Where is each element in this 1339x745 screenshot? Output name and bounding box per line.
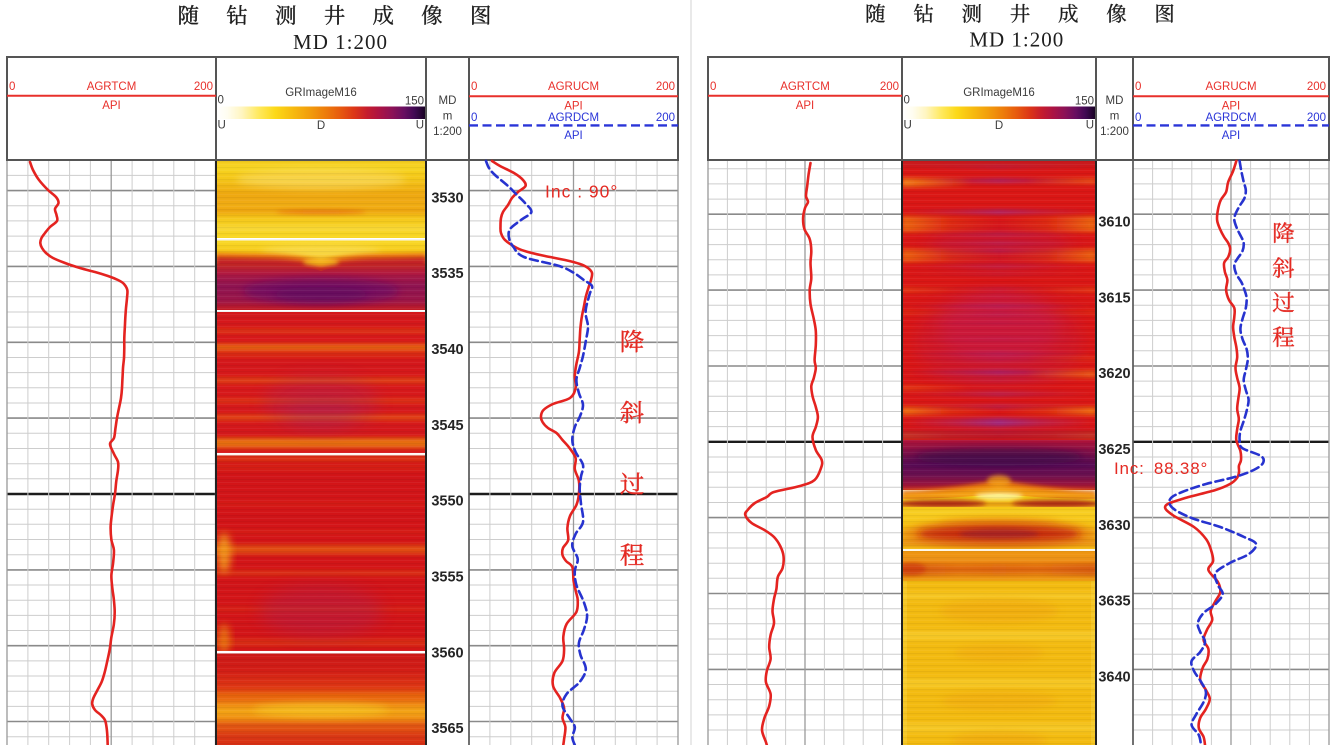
- svg-text:0: 0: [1135, 112, 1141, 124]
- svg-text:AGRTCM: AGRTCM: [780, 81, 830, 93]
- svg-text:AGRDCM: AGRDCM: [548, 112, 599, 124]
- svg-text:MD: MD: [1106, 95, 1124, 107]
- svg-text:0: 0: [218, 95, 224, 107]
- svg-text:m: m: [443, 111, 453, 123]
- svg-text:0: 0: [9, 81, 15, 93]
- svg-text:3535: 3535: [431, 266, 463, 282]
- svg-text:U: U: [904, 120, 912, 132]
- svg-text:3555: 3555: [431, 570, 463, 586]
- svg-text:200: 200: [656, 112, 675, 124]
- svg-text:200: 200: [194, 81, 213, 93]
- svg-text:150: 150: [1075, 96, 1094, 108]
- svg-text:API: API: [1222, 101, 1241, 113]
- svg-text:MD 1:200: MD 1:200: [293, 30, 388, 54]
- svg-text:D: D: [995, 120, 1003, 132]
- svg-text:GRImageM16: GRImageM16: [285, 87, 357, 99]
- svg-text:200: 200: [1307, 112, 1326, 124]
- svg-text:U: U: [1086, 120, 1094, 132]
- svg-text:U: U: [218, 120, 226, 132]
- svg-text:API: API: [796, 100, 815, 112]
- svg-text:GRImageM16: GRImageM16: [963, 87, 1035, 99]
- svg-text:0: 0: [1135, 81, 1141, 93]
- svg-text:U: U: [416, 120, 424, 132]
- svg-text:3550: 3550: [431, 494, 463, 510]
- svg-text:API: API: [1222, 130, 1241, 142]
- svg-text:MD: MD: [439, 95, 457, 107]
- svg-text:API: API: [564, 101, 583, 113]
- svg-text:3565: 3565: [431, 721, 463, 737]
- svg-text:Inc : 90°: Inc : 90°: [545, 182, 618, 202]
- svg-text:m: m: [1110, 111, 1120, 123]
- svg-text:MD 1:200: MD 1:200: [969, 28, 1064, 52]
- svg-text:3560: 3560: [431, 645, 463, 661]
- svg-text:3620: 3620: [1098, 366, 1130, 382]
- svg-text:3610: 3610: [1098, 214, 1130, 230]
- svg-text:0: 0: [471, 81, 477, 93]
- svg-text:3635: 3635: [1098, 594, 1130, 610]
- svg-text:3545: 3545: [431, 418, 463, 434]
- svg-text:AGRDCM: AGRDCM: [1205, 112, 1256, 124]
- svg-text:API: API: [102, 100, 121, 112]
- svg-text:3530: 3530: [431, 190, 463, 206]
- svg-text:API: API: [564, 130, 583, 142]
- svg-text:0: 0: [904, 95, 910, 107]
- svg-text:0: 0: [471, 112, 477, 124]
- svg-text:AGRUCM: AGRUCM: [548, 81, 599, 93]
- svg-text:0: 0: [710, 81, 716, 93]
- svg-text:AGRUCM: AGRUCM: [1205, 81, 1256, 93]
- svg-text:Inc: 88.38°: Inc: 88.38°: [1114, 459, 1208, 478]
- svg-text:1:200: 1:200: [1100, 126, 1129, 138]
- svg-text:3615: 3615: [1098, 290, 1130, 306]
- svg-text:AGRTCM: AGRTCM: [87, 81, 137, 93]
- svg-text:200: 200: [1307, 81, 1326, 93]
- svg-text:D: D: [317, 120, 325, 132]
- svg-text:200: 200: [880, 81, 899, 93]
- svg-text:1:200: 1:200: [433, 126, 462, 138]
- svg-text:3625: 3625: [1098, 442, 1130, 458]
- svg-text:200: 200: [656, 81, 675, 93]
- svg-text:150: 150: [405, 96, 424, 108]
- svg-text:3540: 3540: [431, 342, 463, 358]
- svg-text:3640: 3640: [1098, 670, 1130, 686]
- svg-text:3630: 3630: [1098, 518, 1130, 534]
